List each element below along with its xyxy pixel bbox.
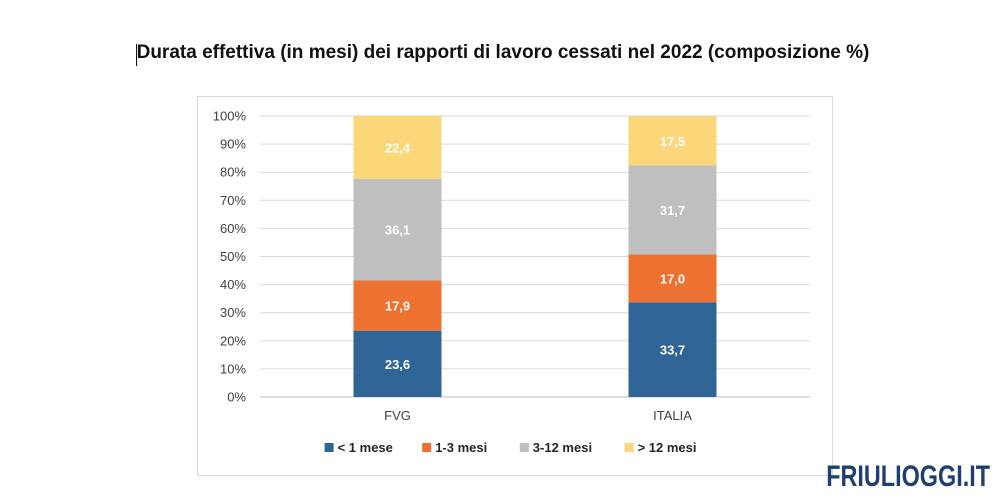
site-logo: FRIULIOGGI.IT: [826, 460, 990, 493]
y-tick-label: 100%: [213, 109, 247, 124]
text-cursor: [136, 44, 137, 66]
legend-swatch: [624, 443, 634, 452]
legend-label: < 1 mese: [338, 440, 393, 455]
legend-swatch: [324, 443, 334, 452]
data-label: 31,7: [660, 203, 685, 218]
y-tick-label: 10%: [220, 361, 246, 376]
bar-segment: [353, 116, 442, 179]
chart-title: Durata effettiva (in mesi) dei rapporti …: [136, 42, 870, 63]
y-tick-label: 90%: [220, 137, 246, 152]
legend-label: 1-3 mesi: [435, 440, 487, 455]
legend-label: > 12 mesi: [638, 440, 697, 455]
y-tick-label: 80%: [220, 165, 246, 180]
data-label: 17,0: [660, 271, 685, 286]
bar-segment: [628, 165, 717, 255]
data-label: 33,7: [660, 343, 685, 358]
legend-label: 3-12 mesi: [533, 440, 592, 455]
data-label: 17,5: [660, 134, 685, 149]
bar-segment: [353, 280, 442, 331]
y-tick-label: 70%: [220, 193, 246, 208]
y-tick-label: 20%: [220, 333, 246, 348]
data-label: 36,1: [385, 223, 410, 238]
stacked-bar-chart: 0% 10% 20% 30% 40% 50% 60% 70% 80% 90% 100% 23,6 17,…: [213, 109, 810, 455]
bar-segment: [353, 178, 442, 281]
bar-segment: [628, 116, 717, 166]
bar-segment: [628, 302, 717, 397]
y-tick-label: 60%: [220, 221, 246, 236]
data-label: 17,9: [385, 299, 410, 314]
bar-segment: [353, 330, 442, 397]
x-category-label: ITALIA: [653, 408, 692, 423]
chart-area: 0% 10% 20% 30% 40% 50% 60% 70% 80% 90% 100% 23,6 17,…: [197, 96, 833, 476]
y-tick-label: 30%: [220, 305, 246, 320]
data-label: 23,6: [385, 357, 410, 372]
bar-segment: [628, 254, 717, 303]
x-category-label: FVG: [384, 408, 411, 423]
data-label: 22,4: [385, 140, 411, 155]
legend-swatch: [422, 443, 432, 452]
y-tick-label: 40%: [220, 277, 246, 292]
legend-swatch: [519, 443, 529, 452]
y-tick-label: 50%: [220, 249, 246, 264]
y-tick-label: 0%: [227, 390, 246, 405]
